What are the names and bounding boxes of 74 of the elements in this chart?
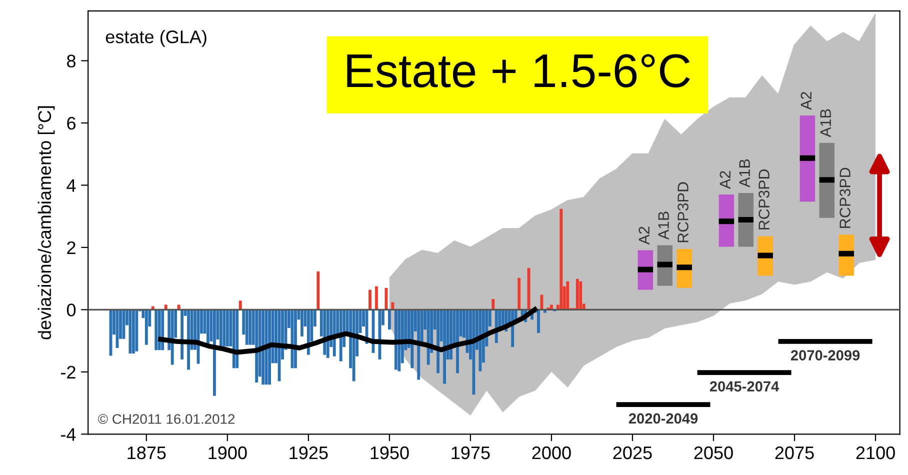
x-tick-label: 1875: [128, 446, 166, 460]
bar: [262, 310, 265, 385]
bar: [436, 310, 440, 374]
text: A1B: [658, 212, 669, 240]
bar: [245, 310, 248, 345]
x-tick-label: 1975: [452, 446, 490, 460]
text: A1B: [739, 159, 750, 188]
bar: [144, 310, 148, 345]
bar: [492, 299, 495, 310]
bar: [154, 310, 158, 350]
text: estate (GLA): [106, 30, 206, 47]
x-tick-label: 2075: [775, 446, 814, 460]
annotation: 2070-2099: [790, 350, 860, 360]
bar: [248, 310, 252, 345]
text: RCP3PD: [840, 168, 850, 228]
text: A2: [638, 226, 650, 245]
text: A2: [720, 171, 730, 189]
bar: [135, 310, 138, 352]
x-tick-label: 2050: [694, 446, 733, 460]
bar: [268, 310, 272, 385]
bar: [368, 290, 372, 310]
bar: [352, 310, 356, 382]
line-series: [156, 306, 540, 355]
bar: [238, 300, 242, 310]
bar: [518, 278, 521, 310]
bar: [388, 310, 391, 330]
y-axis-title: deviazione/cambiamento [°C]: [38, 106, 55, 340]
bar: [316, 271, 320, 310]
text: Estate + 1.5-6°C: [347, 54, 690, 88]
x-tick-label: 1925: [290, 446, 328, 460]
text: A1B: [820, 109, 831, 138]
bar: [391, 302, 394, 310]
y-tick-label: 6: [67, 116, 76, 130]
bar: [537, 310, 540, 334]
bar: [579, 281, 582, 310]
bar: [128, 310, 132, 354]
y-tick-label: 2: [67, 241, 76, 254]
bar: [375, 286, 378, 310]
bar: [219, 310, 222, 346]
bar: [132, 310, 135, 354]
x-tick-label: 1900: [208, 446, 247, 460]
text: RCP3PD: [758, 169, 770, 230]
bar: [472, 310, 476, 395]
y-tick-label: 4: [66, 179, 76, 192]
bar: [255, 310, 258, 382]
bar: [443, 310, 446, 384]
bar: [394, 310, 398, 370]
text: RCP3PD: [678, 182, 688, 242]
y-tick-label: -2: [61, 366, 76, 378]
annotation: 2020-2049: [628, 413, 698, 424]
x-tick-label: 2100: [856, 446, 895, 460]
bar: [222, 310, 226, 346]
y-tick-label: -4: [61, 428, 76, 441]
bar: [384, 288, 388, 310]
x-tick-label: 1950: [370, 446, 409, 460]
x-tick-label: 2025: [613, 446, 652, 460]
bar: [300, 310, 304, 336]
annotation: 2045-2074: [710, 381, 780, 392]
bar: [560, 208, 563, 310]
annotation: © CH2011 16.01.2012: [98, 414, 235, 424]
y-tick-label: 8: [67, 54, 76, 68]
bar: [177, 304, 180, 310]
bar: [576, 278, 579, 310]
bar: [550, 304, 553, 310]
bar: [417, 310, 420, 380]
bar: [213, 310, 216, 396]
bar: [264, 310, 268, 385]
text: A2: [800, 92, 812, 110]
x-tick-label: 2000: [532, 446, 571, 460]
bar: [566, 281, 570, 310]
y-tick-label: 0: [66, 304, 76, 316]
bar: [187, 310, 190, 370]
bar: [226, 310, 229, 346]
bar: [164, 304, 168, 310]
